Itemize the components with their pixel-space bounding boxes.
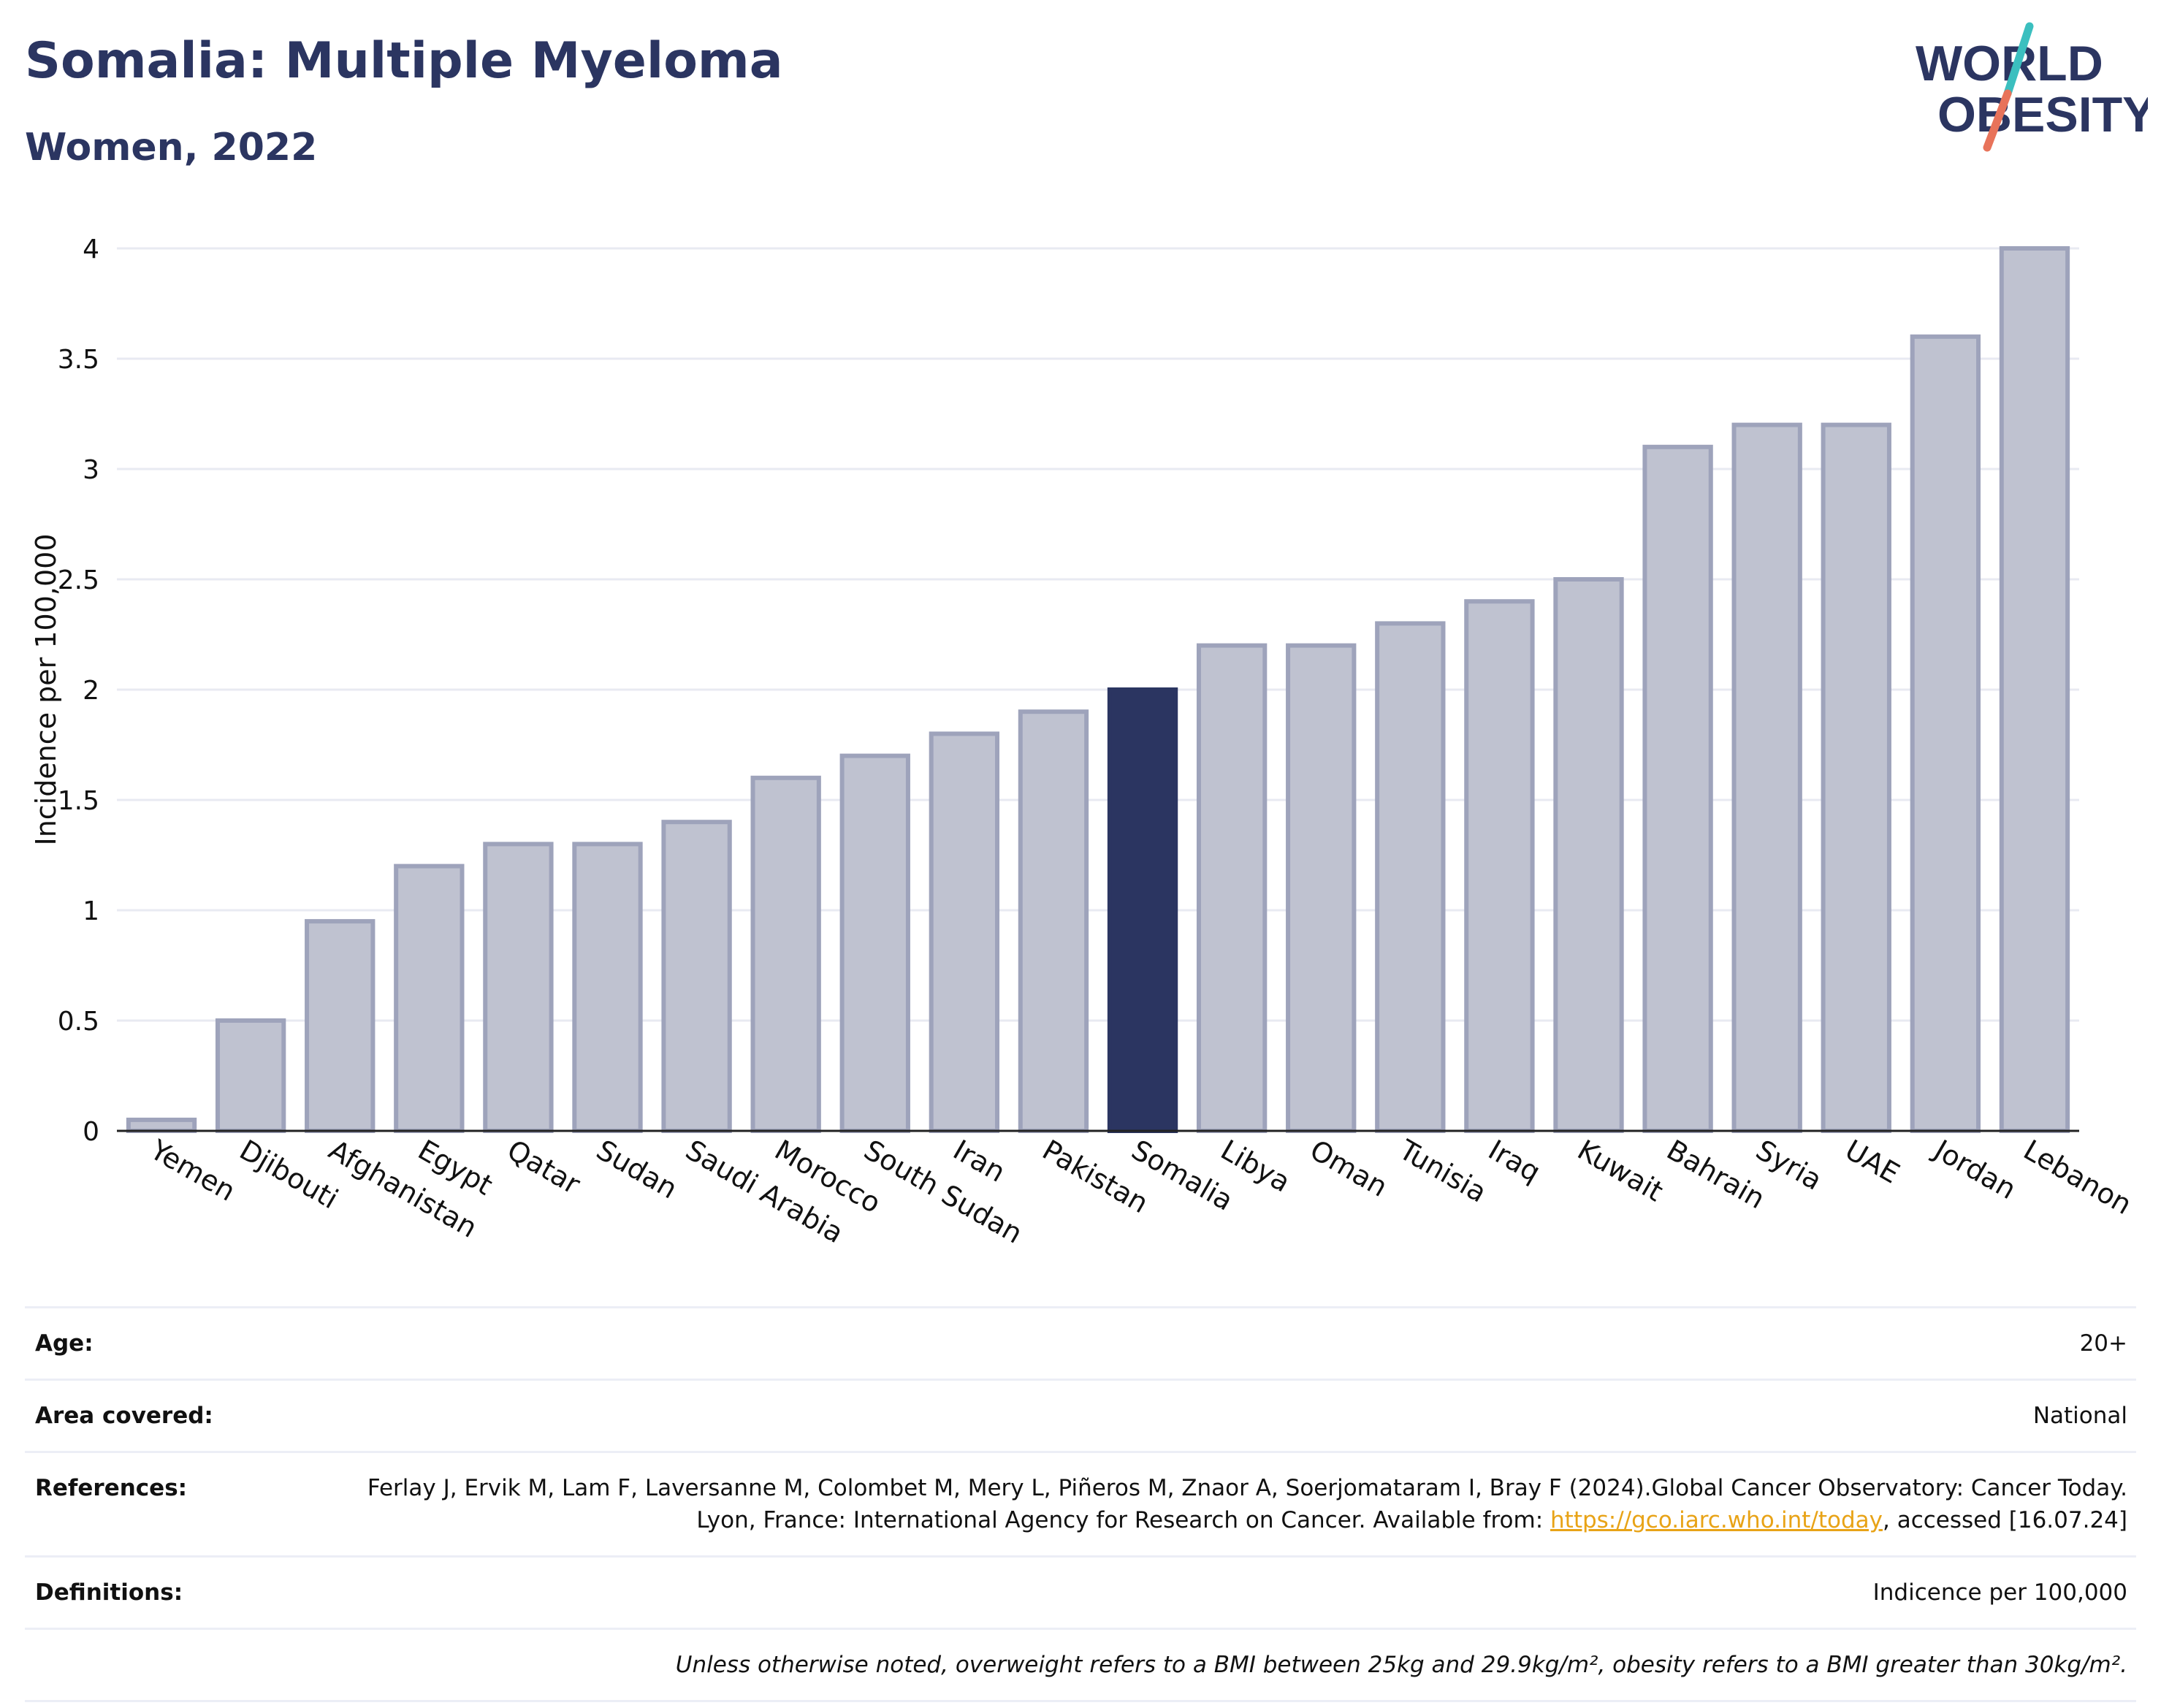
bar-afghanistan: [305, 919, 376, 1133]
bar-tunisia: [1375, 621, 1446, 1133]
info-row-references: References: Ferlay J, Ervik M, Lam F, La…: [25, 1453, 2136, 1558]
y-axis-title: Incidence per 100,000: [30, 533, 62, 845]
x-tick-label: Iran: [948, 1134, 1010, 1189]
y-tick-label: 2: [83, 676, 99, 706]
references-value: Ferlay J, Ervik M, Lam F, Laversanne M, …: [342, 1472, 2136, 1536]
bars: [126, 246, 2070, 1134]
logo-slash-bottom: [1983, 89, 2012, 152]
bar-qatar: [483, 842, 554, 1134]
bar-bahrain: [1642, 444, 1713, 1133]
y-tick-label: 1.5: [58, 786, 99, 816]
x-tick-label: Lebanon: [2018, 1134, 2137, 1221]
info-row-definitions: Definitions: Indicence per 100,000: [25, 1558, 2136, 1630]
area-covered-value: National: [2032, 1403, 2127, 1429]
y-tick-label: 3.5: [58, 345, 99, 375]
logo-line-2: OBESITY: [1937, 87, 2148, 142]
bar-jordan: [1910, 334, 1981, 1133]
references-text-part-2: , accessed [16.07.24]: [1882, 1507, 2127, 1533]
bar-syria: [1731, 422, 1802, 1133]
bar-oman: [1286, 643, 1357, 1133]
area-covered-label: Area covered:: [35, 1403, 213, 1429]
chart-subtitle: Women, 2022: [25, 126, 318, 169]
age-label: Age:: [35, 1330, 94, 1357]
definitions-value: Indicence per 100,000: [1872, 1579, 2127, 1606]
definitions-label: Definitions:: [35, 1579, 183, 1606]
x-tick-label: Qatar: [502, 1134, 586, 1201]
y-tick-label: 2.5: [58, 565, 99, 595]
y-tick-label: 0.5: [58, 1007, 99, 1037]
bar-somalia: [1107, 687, 1178, 1133]
bar-kuwait: [1553, 577, 1624, 1133]
bar-south-sudan: [839, 753, 910, 1133]
bar-lebanon: [1999, 246, 2070, 1133]
y-tick-label: 3: [83, 455, 99, 485]
x-tick-label: Tunisia: [1393, 1133, 1492, 1209]
bar-uae: [1821, 422, 1891, 1133]
references-text-part-1: Ferlay J, Ervik M, Lam F, Laversanne M, …: [367, 1475, 2127, 1533]
y-tick-label: 0: [83, 1117, 99, 1147]
info-row-area: Area covered: National: [25, 1381, 2136, 1453]
bar-iran: [929, 731, 1000, 1133]
bar-libya: [1196, 643, 1268, 1133]
y-tick-label: 4: [83, 235, 99, 264]
x-tick-label: Iraq: [1483, 1134, 1546, 1189]
info-row-note: Unless otherwise noted, overweight refer…: [25, 1630, 2136, 1702]
bar-saudi-arabia: [661, 820, 732, 1133]
info-table: Age: 20+ Area covered: National Referenc…: [25, 1306, 2136, 1702]
chart-title: Somalia: Multiple Myeloma: [25, 32, 783, 90]
info-row-age: Age: 20+: [25, 1308, 2136, 1381]
bar-morocco: [750, 775, 821, 1134]
x-tick-label: Djibouti: [235, 1134, 344, 1216]
bar-yemen: [126, 1117, 197, 1134]
bar-pakistan: [1018, 709, 1089, 1133]
logo-slash-top: [2003, 22, 2034, 98]
references-label: References:: [35, 1475, 188, 1501]
bar-sudan: [572, 842, 643, 1134]
bar-chart: 0 0.5 1 1.5 2 2.5 3 3.5 4 YemenDjiboutiAfghanist…: [30, 235, 2138, 1250]
bar-egypt: [394, 863, 465, 1133]
age-value: 20+: [2079, 1330, 2127, 1357]
x-tick-label: Yemen: [145, 1133, 241, 1208]
x-tick-label: UAE: [1840, 1134, 1905, 1190]
world-obesity-logo: WORLD OBESITY: [1916, 22, 2148, 152]
bar-iraq: [1464, 599, 1535, 1133]
y-tick-label: 1: [83, 896, 99, 926]
bmi-note: Unless otherwise noted, overweight refer…: [675, 1652, 2127, 1678]
references-link[interactable]: https://gco.iarc.who.int/today: [1550, 1507, 1883, 1533]
x-tick-label: Oman: [1305, 1134, 1393, 1203]
bar-djibouti: [215, 1018, 286, 1133]
x-tick-label: Kuwait: [1572, 1134, 1669, 1208]
x-tick-label: Sudan: [591, 1134, 683, 1205]
x-tick-label: Bahrain: [1661, 1134, 1770, 1216]
x-tick-label: Jordan: [1928, 1133, 2021, 1206]
y-tick-labels: 0 0.5 1 1.5 2 2.5 3 3.5 4: [58, 235, 99, 1147]
